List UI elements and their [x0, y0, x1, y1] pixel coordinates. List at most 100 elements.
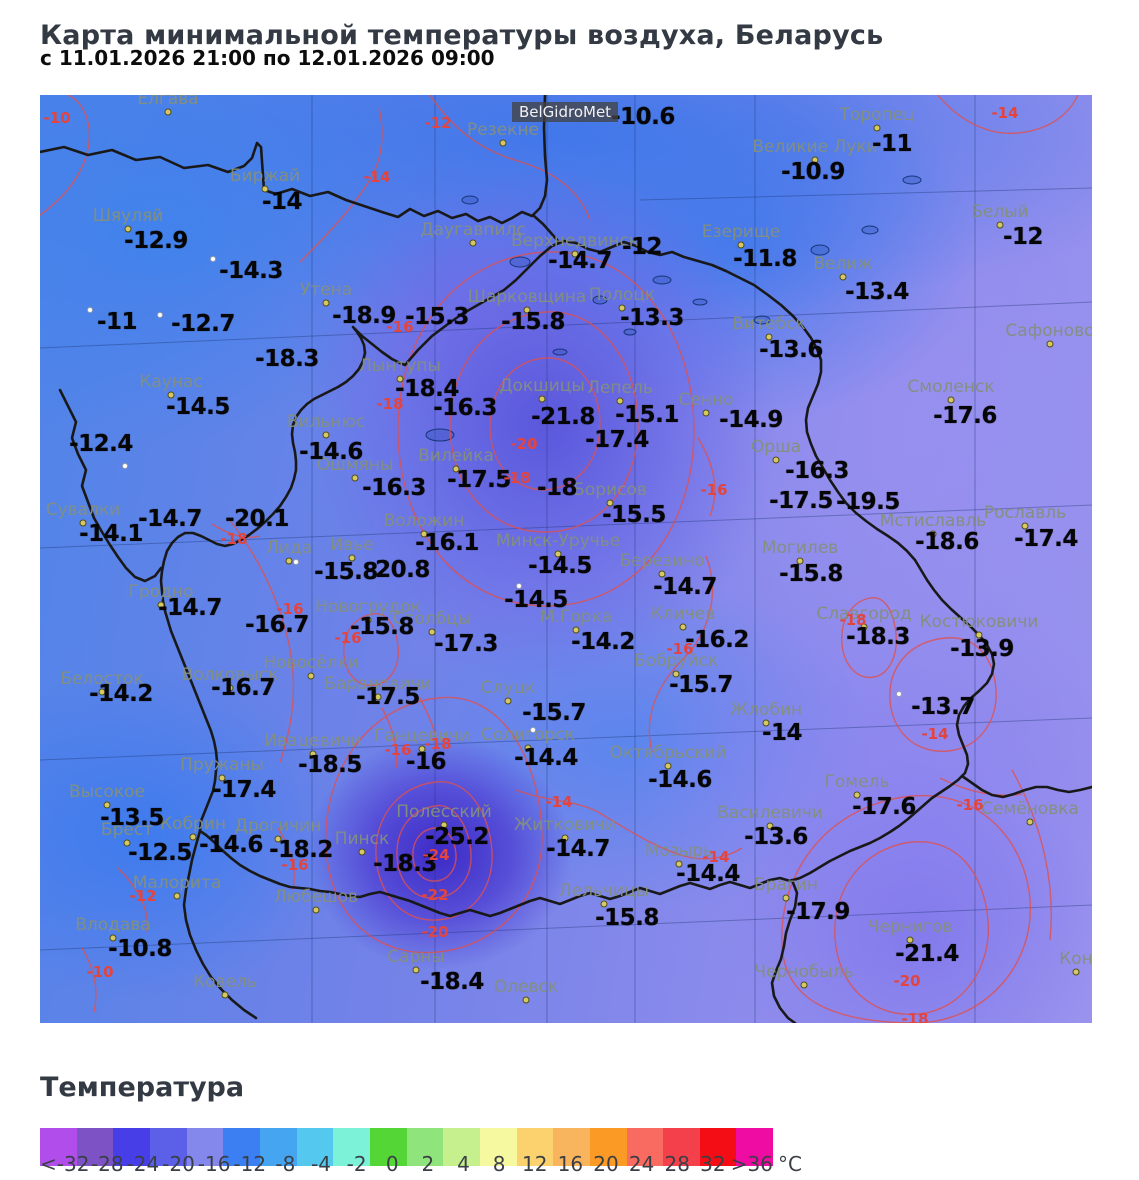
- temperature-value: -18.9: [332, 303, 396, 329]
- city-label: Верхнедвинск: [510, 231, 640, 251]
- station-dot: [860, 623, 868, 631]
- city-label: Каунас: [139, 372, 203, 392]
- station-dot: [79, 519, 87, 527]
- station-dot: [664, 762, 672, 770]
- station-dot: [261, 185, 269, 193]
- station-dot-white: [210, 256, 216, 262]
- legend-swatch: [626, 1128, 664, 1166]
- temperature-value: -17.9: [786, 899, 850, 925]
- station-dot: [762, 719, 770, 727]
- station-dot: [469, 239, 477, 247]
- legend-swatch: [113, 1128, 150, 1166]
- station-dot: [504, 697, 512, 705]
- isoline-label: -16: [666, 640, 694, 658]
- legend-tick-label: 16: [557, 1152, 584, 1176]
- temperature-value: -14.7: [158, 595, 222, 621]
- temperature-value: -12.7: [171, 311, 235, 337]
- temperature-value: -14.2: [571, 629, 635, 655]
- city-label: Ивацевичи: [264, 731, 362, 751]
- legend-tick-label: -16: [197, 1152, 231, 1176]
- temperature-value: -10.8: [108, 936, 172, 962]
- city-label: Сенно: [678, 390, 734, 410]
- station-dot: [189, 833, 197, 841]
- station-dot: [571, 250, 579, 258]
- temperature-value: -15.7: [522, 700, 586, 726]
- city-label: Чернигов: [867, 917, 953, 937]
- station-dot: [672, 670, 680, 678]
- legend-unit: °C: [778, 1152, 802, 1176]
- station-dot: [572, 626, 580, 634]
- city-label: Лельчицы: [558, 881, 650, 901]
- station-dot: [109, 934, 117, 942]
- temperature-value: -10.6: [611, 104, 675, 130]
- city-label: Шарковщина: [467, 287, 587, 307]
- station-dot: [853, 791, 861, 799]
- city-label: Ошмяны: [316, 455, 394, 475]
- city-label: Славгород: [816, 604, 912, 624]
- station-dot: [772, 456, 780, 464]
- temperature-value: -13.7: [911, 694, 975, 720]
- station-dot: [103, 801, 111, 809]
- station-dot: [800, 981, 808, 989]
- temperature-value: -16.3: [362, 475, 426, 501]
- temperature-value: -17.4: [212, 777, 276, 803]
- temperature-value: -21.4: [895, 941, 959, 967]
- isoline-label: -14: [545, 793, 573, 811]
- city-label: Новогрудок: [315, 597, 421, 617]
- isoline-label: -18: [503, 469, 531, 487]
- city-label: Ковель: [193, 972, 257, 992]
- isoline-label: -20: [510, 435, 538, 453]
- temperature-value: -14.3: [219, 258, 283, 284]
- temperature-value: -14.4: [676, 861, 740, 887]
- city-label: М.Горка: [539, 607, 613, 627]
- temperature-value: -12: [621, 234, 663, 260]
- station-dot: [322, 431, 330, 439]
- isoline-label: -14: [363, 168, 391, 186]
- station-dot: [616, 397, 624, 405]
- lakes: [425, 175, 922, 442]
- city-label: Влодава: [75, 915, 151, 935]
- isoline-label: -18: [424, 735, 452, 753]
- temperature-value: -14.4: [514, 745, 578, 771]
- temperature-value: -14.2: [89, 681, 153, 707]
- page-title: Карта минимальной температуры воздуха, Б…: [40, 20, 884, 52]
- temperature-value: -14.7: [548, 248, 612, 274]
- city-label: Лынтупы: [359, 356, 441, 376]
- city-label: Бобруйск: [633, 651, 719, 671]
- map-lines-layer: [40, 95, 1092, 1023]
- temperature-value: -18.3: [846, 624, 910, 650]
- station-dot: [561, 834, 569, 842]
- legend-swatch: [479, 1128, 517, 1166]
- station-dot: [167, 391, 175, 399]
- legend-swatch: [76, 1128, 114, 1166]
- temperature-value: -14.6: [648, 767, 712, 793]
- temperature-value: -15.1: [615, 402, 679, 428]
- temperature-value: -20.1: [225, 506, 289, 532]
- station-dot: [440, 821, 448, 829]
- station-dot: [782, 894, 790, 902]
- temperature-value: -15.8: [350, 614, 414, 640]
- legend-tick-label: 8: [492, 1152, 506, 1176]
- legend-swatch: [149, 1128, 187, 1166]
- city-label: Мозырь: [644, 841, 714, 861]
- legend-tick-label: -20: [162, 1152, 195, 1176]
- station-dot: [618, 304, 626, 312]
- legend-tick-label: -8: [275, 1152, 296, 1176]
- legend-tick-label: -4: [311, 1152, 331, 1176]
- temperature-value: -15.8: [779, 561, 843, 587]
- city-label: Сувалки: [45, 500, 121, 520]
- isoline-label: -16: [700, 481, 728, 499]
- city-label: Белосток: [60, 669, 144, 689]
- legend-swatch: [259, 1128, 297, 1166]
- legend-title: Температура: [40, 1072, 245, 1103]
- legend-tick-label: -24: [126, 1152, 160, 1176]
- legend-tick-labels: <-32 -28 -24 -20 -16 -12 -8 -4 -2 0 2 4 8 12 16 20 24 28 3…: [40, 1152, 773, 1176]
- legend-swatch: [223, 1128, 260, 1166]
- city-label: Могилев: [761, 538, 839, 558]
- city-label: Солигорск: [481, 725, 575, 745]
- temperature-value: -20.8: [366, 557, 430, 583]
- station-dot-white: [516, 583, 522, 589]
- station-dot: [765, 333, 773, 341]
- city-label: Малорита: [132, 873, 222, 893]
- isoline-label: -18: [839, 611, 867, 629]
